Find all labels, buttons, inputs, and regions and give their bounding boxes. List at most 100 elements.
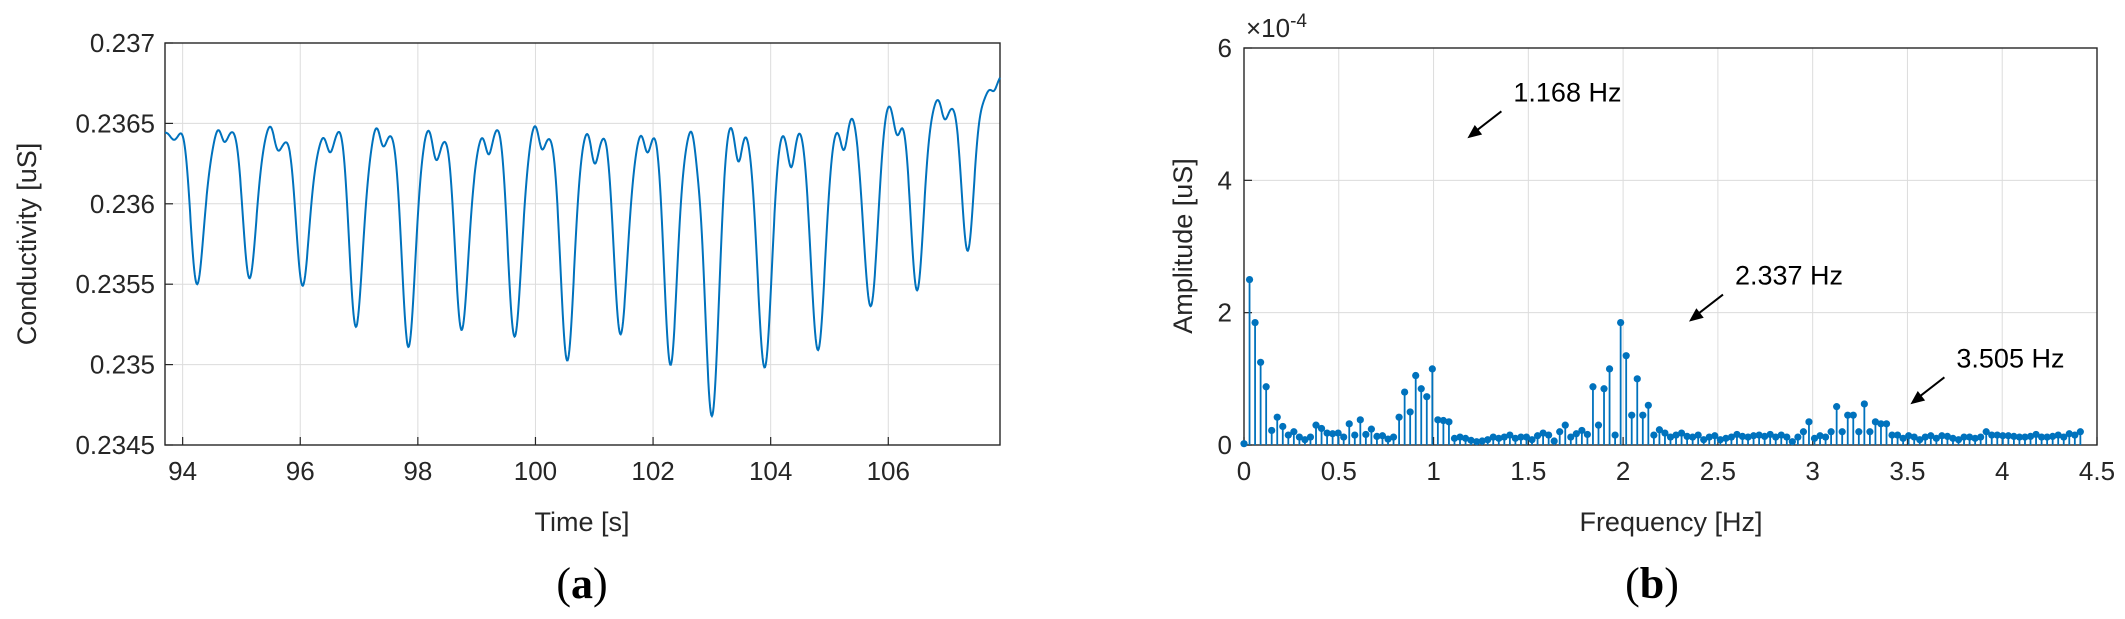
annotation-arrow-head — [1910, 390, 1926, 405]
amplitude-marker — [1938, 432, 1946, 440]
panel-a-x-tick-label: 100 — [514, 456, 557, 486]
amplitude-marker — [1251, 318, 1259, 327]
amplitude-marker — [1257, 358, 1265, 366]
panel-a-ticks: 94 96 98 100 102 104 106 0.2345 0.235 0.2355 0.236… — [75, 28, 910, 486]
panel-b-y-tick-label: 2 — [1218, 298, 1232, 328]
amplitude-marker — [1628, 411, 1636, 419]
amplitude-marker — [2049, 432, 2057, 440]
amplitude-marker — [1456, 433, 1464, 441]
amplitude-marker — [1583, 430, 1592, 439]
amplitude-marker — [1500, 433, 1508, 441]
amplitude-marker — [1384, 435, 1392, 443]
amplitude-marker — [1295, 433, 1303, 441]
panel-b-x-tick-label: 3.5 — [1889, 456, 1925, 486]
amplitude-marker — [1772, 433, 1780, 441]
amplitude-marker — [2004, 432, 2012, 440]
amplitude-marker — [2076, 428, 2084, 436]
amplitude-marker — [1439, 416, 1447, 425]
panel-b-y-exponent: ×10-4 — [1246, 11, 1307, 43]
panel-b-x-axis-label: Frequency [Hz] — [1579, 507, 1762, 537]
amplitude-marker — [1943, 432, 1952, 440]
amplitude-marker — [1999, 432, 2007, 440]
amplitude-marker — [2037, 433, 2046, 441]
amplitude-marker — [1783, 433, 1791, 441]
amplitude-marker — [1921, 433, 1929, 441]
amplitude-marker — [1905, 432, 1913, 440]
panel-a-x-axis-label: Time [s] — [534, 507, 629, 537]
amplitude-marker — [1412, 371, 1420, 380]
amplitude-marker — [1389, 433, 1398, 441]
panel-b-spectrum: 0 0.5 1 1.5 2 2.5 3 3.5 4 4.5 0 2 4 6 1.168 Hz 2.337 H… — [1168, 11, 2115, 608]
amplitude-marker — [1993, 431, 2001, 439]
amplitude-marker — [1329, 430, 1337, 438]
panel-b-y-tick-label: 0 — [1218, 430, 1232, 460]
amplitude-marker — [1506, 431, 1514, 439]
panel-b-x-tick-label: 1 — [1426, 456, 1440, 486]
panel-b-x-tick-label: 0 — [1237, 456, 1251, 486]
amplitude-marker — [1877, 420, 1885, 428]
amplitude-marker — [1705, 433, 1713, 441]
panel-b-ticks: 0 0.5 1 1.5 2 2.5 3 3.5 4 4.5 0 2 4 6 — [1218, 33, 2116, 486]
amplitude-marker — [1927, 432, 1935, 440]
amplitude-marker — [1860, 400, 1868, 408]
amplitude-marker — [2054, 431, 2062, 439]
amplitude-marker — [1661, 429, 1669, 437]
amplitude-marker — [1866, 428, 1874, 436]
amplitude-marker — [1888, 431, 1896, 439]
amplitude-marker — [1539, 429, 1547, 437]
amplitude-marker — [1871, 418, 1880, 426]
panel-a-y-tick-label: 0.236 — [90, 189, 155, 219]
amplitude-marker — [1916, 436, 1924, 444]
amplitude-marker — [1788, 438, 1796, 446]
panel-a-label: (a) — [556, 559, 607, 608]
panel-b-y-axis-label: Amplitude [uS] — [1168, 158, 1198, 334]
amplitude-marker — [1644, 401, 1652, 409]
amplitude-marker — [1373, 432, 1381, 440]
amplitude-marker — [1611, 431, 1619, 439]
amplitude-marker — [1766, 430, 1774, 439]
amplitude-marker — [1761, 432, 1769, 440]
amplitude-marker — [1279, 422, 1287, 431]
amplitude-marker — [1317, 424, 1326, 433]
amplitude-marker — [1794, 433, 1802, 441]
panel-b-x-tick-label: 3 — [1805, 456, 1819, 486]
amplitude-marker — [1605, 365, 1614, 373]
amplitude-marker — [1622, 352, 1630, 360]
amplitude-marker — [1528, 436, 1536, 444]
amplitude-marker — [1727, 433, 1736, 441]
amplitude-marker — [1677, 429, 1686, 437]
panel-b-x-tick-label: 4 — [1995, 456, 2009, 486]
amplitude-marker — [1556, 428, 1564, 436]
panel-a-x-tick-label: 94 — [168, 456, 197, 486]
amplitude-marker — [1268, 426, 1276, 435]
amplitude-marker — [1423, 393, 1431, 401]
panel-a-x-tick-label: 98 — [403, 456, 432, 486]
amplitude-marker — [2043, 433, 2051, 441]
panel-b-grid — [1243, 47, 2098, 446]
amplitude-marker — [1988, 431, 1996, 439]
amplitude-marker — [1406, 408, 1414, 416]
amplitude-marker — [1334, 429, 1342, 437]
amplitude-marker — [1473, 438, 1481, 446]
amplitude-marker — [1401, 388, 1409, 396]
amplitude-marker — [1954, 436, 1963, 444]
panel-a-y-tick-label: 0.237 — [90, 28, 155, 58]
amplitude-marker — [1301, 436, 1309, 444]
panel-b-axes-box — [1243, 47, 2098, 446]
amplitude-marker — [1650, 431, 1658, 439]
amplitude-marker — [1827, 428, 1835, 436]
amplitude-marker — [1484, 436, 1492, 444]
amplitude-marker — [1716, 436, 1724, 444]
panel-a-axes-box — [164, 42, 1001, 446]
amplitude-marker — [1882, 420, 1891, 428]
amplitude-marker — [1694, 431, 1702, 439]
amplitude-marker — [1838, 428, 1846, 436]
amplitude-marker — [1345, 420, 1353, 428]
panel-b-x-tick-label: 4.5 — [2079, 456, 2115, 486]
amplitude-marker — [2032, 430, 2040, 439]
amplitude-marker — [1810, 434, 1819, 442]
panel-b-x-tick-label: 2 — [1616, 456, 1630, 486]
amplitude-marker — [1639, 411, 1647, 419]
amplitude-marker — [1340, 433, 1348, 441]
